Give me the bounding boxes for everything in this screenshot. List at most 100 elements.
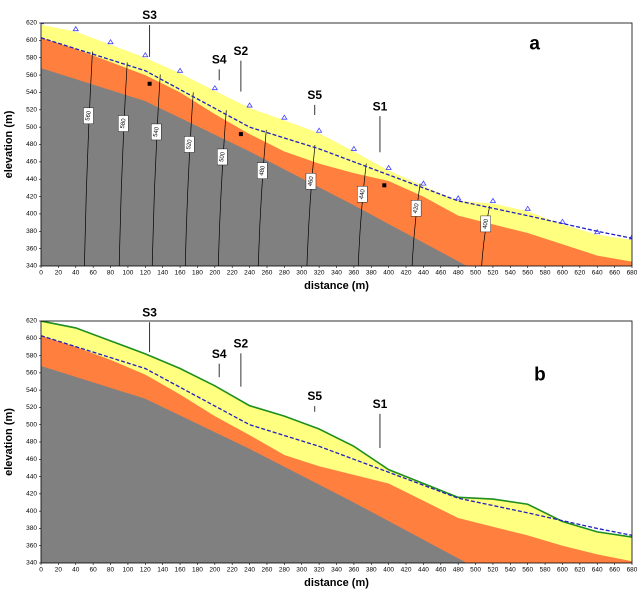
y-tick-label: 500 bbox=[26, 421, 37, 428]
surface-marker bbox=[315, 127, 323, 133]
contour-label: 560 bbox=[85, 110, 93, 122]
y-tick-label: 380 bbox=[26, 228, 37, 235]
y-tick-label: 620 bbox=[26, 318, 37, 325]
site-label: S4 bbox=[212, 347, 227, 361]
plot-area: 560 580 540 520 500 480 460 440 420 400 bbox=[41, 23, 632, 266]
x-tick-label: 380 bbox=[366, 270, 377, 277]
contour-label-box bbox=[480, 215, 491, 233]
contour-line bbox=[411, 183, 421, 266]
x-tick-label: 580 bbox=[540, 270, 551, 277]
x-tick-label: 680 bbox=[627, 567, 637, 574]
surface-marker bbox=[524, 205, 531, 211]
x-tick-label: 500 bbox=[470, 567, 481, 574]
contour-label-box bbox=[151, 123, 162, 141]
x-tick-label: 240 bbox=[244, 270, 255, 277]
surface-marker bbox=[489, 197, 497, 203]
piezometer bbox=[238, 132, 243, 137]
surface-marker bbox=[594, 229, 601, 235]
surface-line bbox=[41, 321, 632, 538]
surface-marker bbox=[211, 84, 219, 91]
x-tick-label: 660 bbox=[609, 270, 620, 277]
y-tick-label: 440 bbox=[26, 473, 37, 480]
y-tick-label: 400 bbox=[26, 211, 37, 218]
x-tick-label: 640 bbox=[592, 567, 603, 574]
contour-line bbox=[84, 51, 93, 266]
contour-label: 580 bbox=[120, 118, 128, 130]
x-tick-label: 400 bbox=[383, 270, 394, 277]
x-tick-label: 680 bbox=[627, 270, 637, 277]
x-tick-label: 500 bbox=[470, 270, 481, 277]
surface-marker bbox=[72, 25, 79, 32]
x-tick-label: 140 bbox=[157, 567, 168, 574]
y-tick-label: 600 bbox=[26, 335, 37, 342]
x-tick-label: 40 bbox=[72, 567, 80, 574]
contour-label: 400 bbox=[482, 218, 490, 230]
x-tick-label: 580 bbox=[540, 567, 551, 574]
contour-label: 440 bbox=[359, 188, 367, 200]
x-axis-title: distance (m) bbox=[304, 577, 369, 589]
surface-marker bbox=[454, 195, 462, 201]
surface-marker bbox=[281, 114, 288, 120]
contour-label: 480 bbox=[259, 165, 267, 177]
y-tick-label: 400 bbox=[26, 508, 37, 515]
contour-line bbox=[481, 205, 490, 266]
surface-marker bbox=[385, 164, 392, 170]
x-tick-label: 280 bbox=[279, 567, 290, 574]
x-tick-label: 620 bbox=[574, 270, 585, 277]
surface-marker bbox=[628, 234, 632, 240]
site-label: S1 bbox=[373, 397, 388, 411]
x-tick-label: 0 bbox=[39, 270, 43, 277]
x-tick-label: 540 bbox=[505, 567, 516, 574]
site-label: S2 bbox=[234, 337, 249, 351]
panel-label: b bbox=[534, 364, 546, 385]
x-tick-label: 440 bbox=[418, 270, 429, 277]
contour-label: 460 bbox=[308, 175, 316, 187]
site-label: S1 bbox=[373, 99, 388, 113]
x-tick-label: 600 bbox=[557, 567, 568, 574]
surface-marker bbox=[350, 145, 358, 151]
x-tick-label: 620 bbox=[574, 567, 585, 574]
y-tick-label: 560 bbox=[26, 370, 37, 377]
x-tick-label: 220 bbox=[227, 270, 238, 277]
plot-area bbox=[41, 321, 632, 563]
x-tick-label: 160 bbox=[175, 567, 186, 574]
contour-label-box bbox=[410, 200, 422, 217]
y-tick-label: 500 bbox=[26, 124, 37, 131]
y-tick-label: 600 bbox=[26, 37, 37, 44]
x-tick-label: 560 bbox=[522, 567, 533, 574]
y-tick-label: 620 bbox=[26, 20, 37, 27]
x-tick-label: 320 bbox=[314, 567, 325, 574]
x-tick-label: 440 bbox=[418, 567, 429, 574]
y-tick-label: 480 bbox=[26, 439, 37, 446]
x-tick-label: 80 bbox=[107, 270, 115, 277]
contour-label-box bbox=[118, 115, 129, 132]
y-tick-label: 360 bbox=[26, 245, 37, 252]
x-tick-label: 400 bbox=[383, 567, 394, 574]
x-tick-label: 520 bbox=[488, 270, 499, 277]
contour-label: 520 bbox=[186, 138, 194, 150]
contour-line bbox=[151, 74, 161, 266]
contour-label-box bbox=[257, 162, 268, 179]
contour-line bbox=[357, 163, 367, 266]
surface-marker bbox=[107, 38, 114, 45]
y-tick-label: 480 bbox=[26, 141, 37, 148]
y-tick-label: 460 bbox=[26, 159, 37, 166]
surface-marker bbox=[142, 51, 149, 58]
x-tick-label: 40 bbox=[72, 270, 80, 277]
x-tick-label: 260 bbox=[262, 567, 273, 574]
contour-label: 540 bbox=[153, 126, 161, 138]
contour-line bbox=[118, 62, 128, 266]
contour-label: 500 bbox=[219, 151, 227, 163]
x-tick-label: 380 bbox=[366, 567, 377, 574]
layer bbox=[41, 68, 467, 266]
x-tick-label: 600 bbox=[557, 270, 568, 277]
x-tick-label: 460 bbox=[435, 270, 446, 277]
x-tick-label: 160 bbox=[175, 270, 186, 277]
x-tick-label: 480 bbox=[453, 270, 464, 277]
y-tick-label: 580 bbox=[26, 54, 37, 61]
y-tick-label: 420 bbox=[26, 491, 37, 498]
water-table bbox=[41, 37, 632, 239]
contour-line bbox=[257, 129, 267, 266]
contour-label-box bbox=[305, 173, 317, 190]
